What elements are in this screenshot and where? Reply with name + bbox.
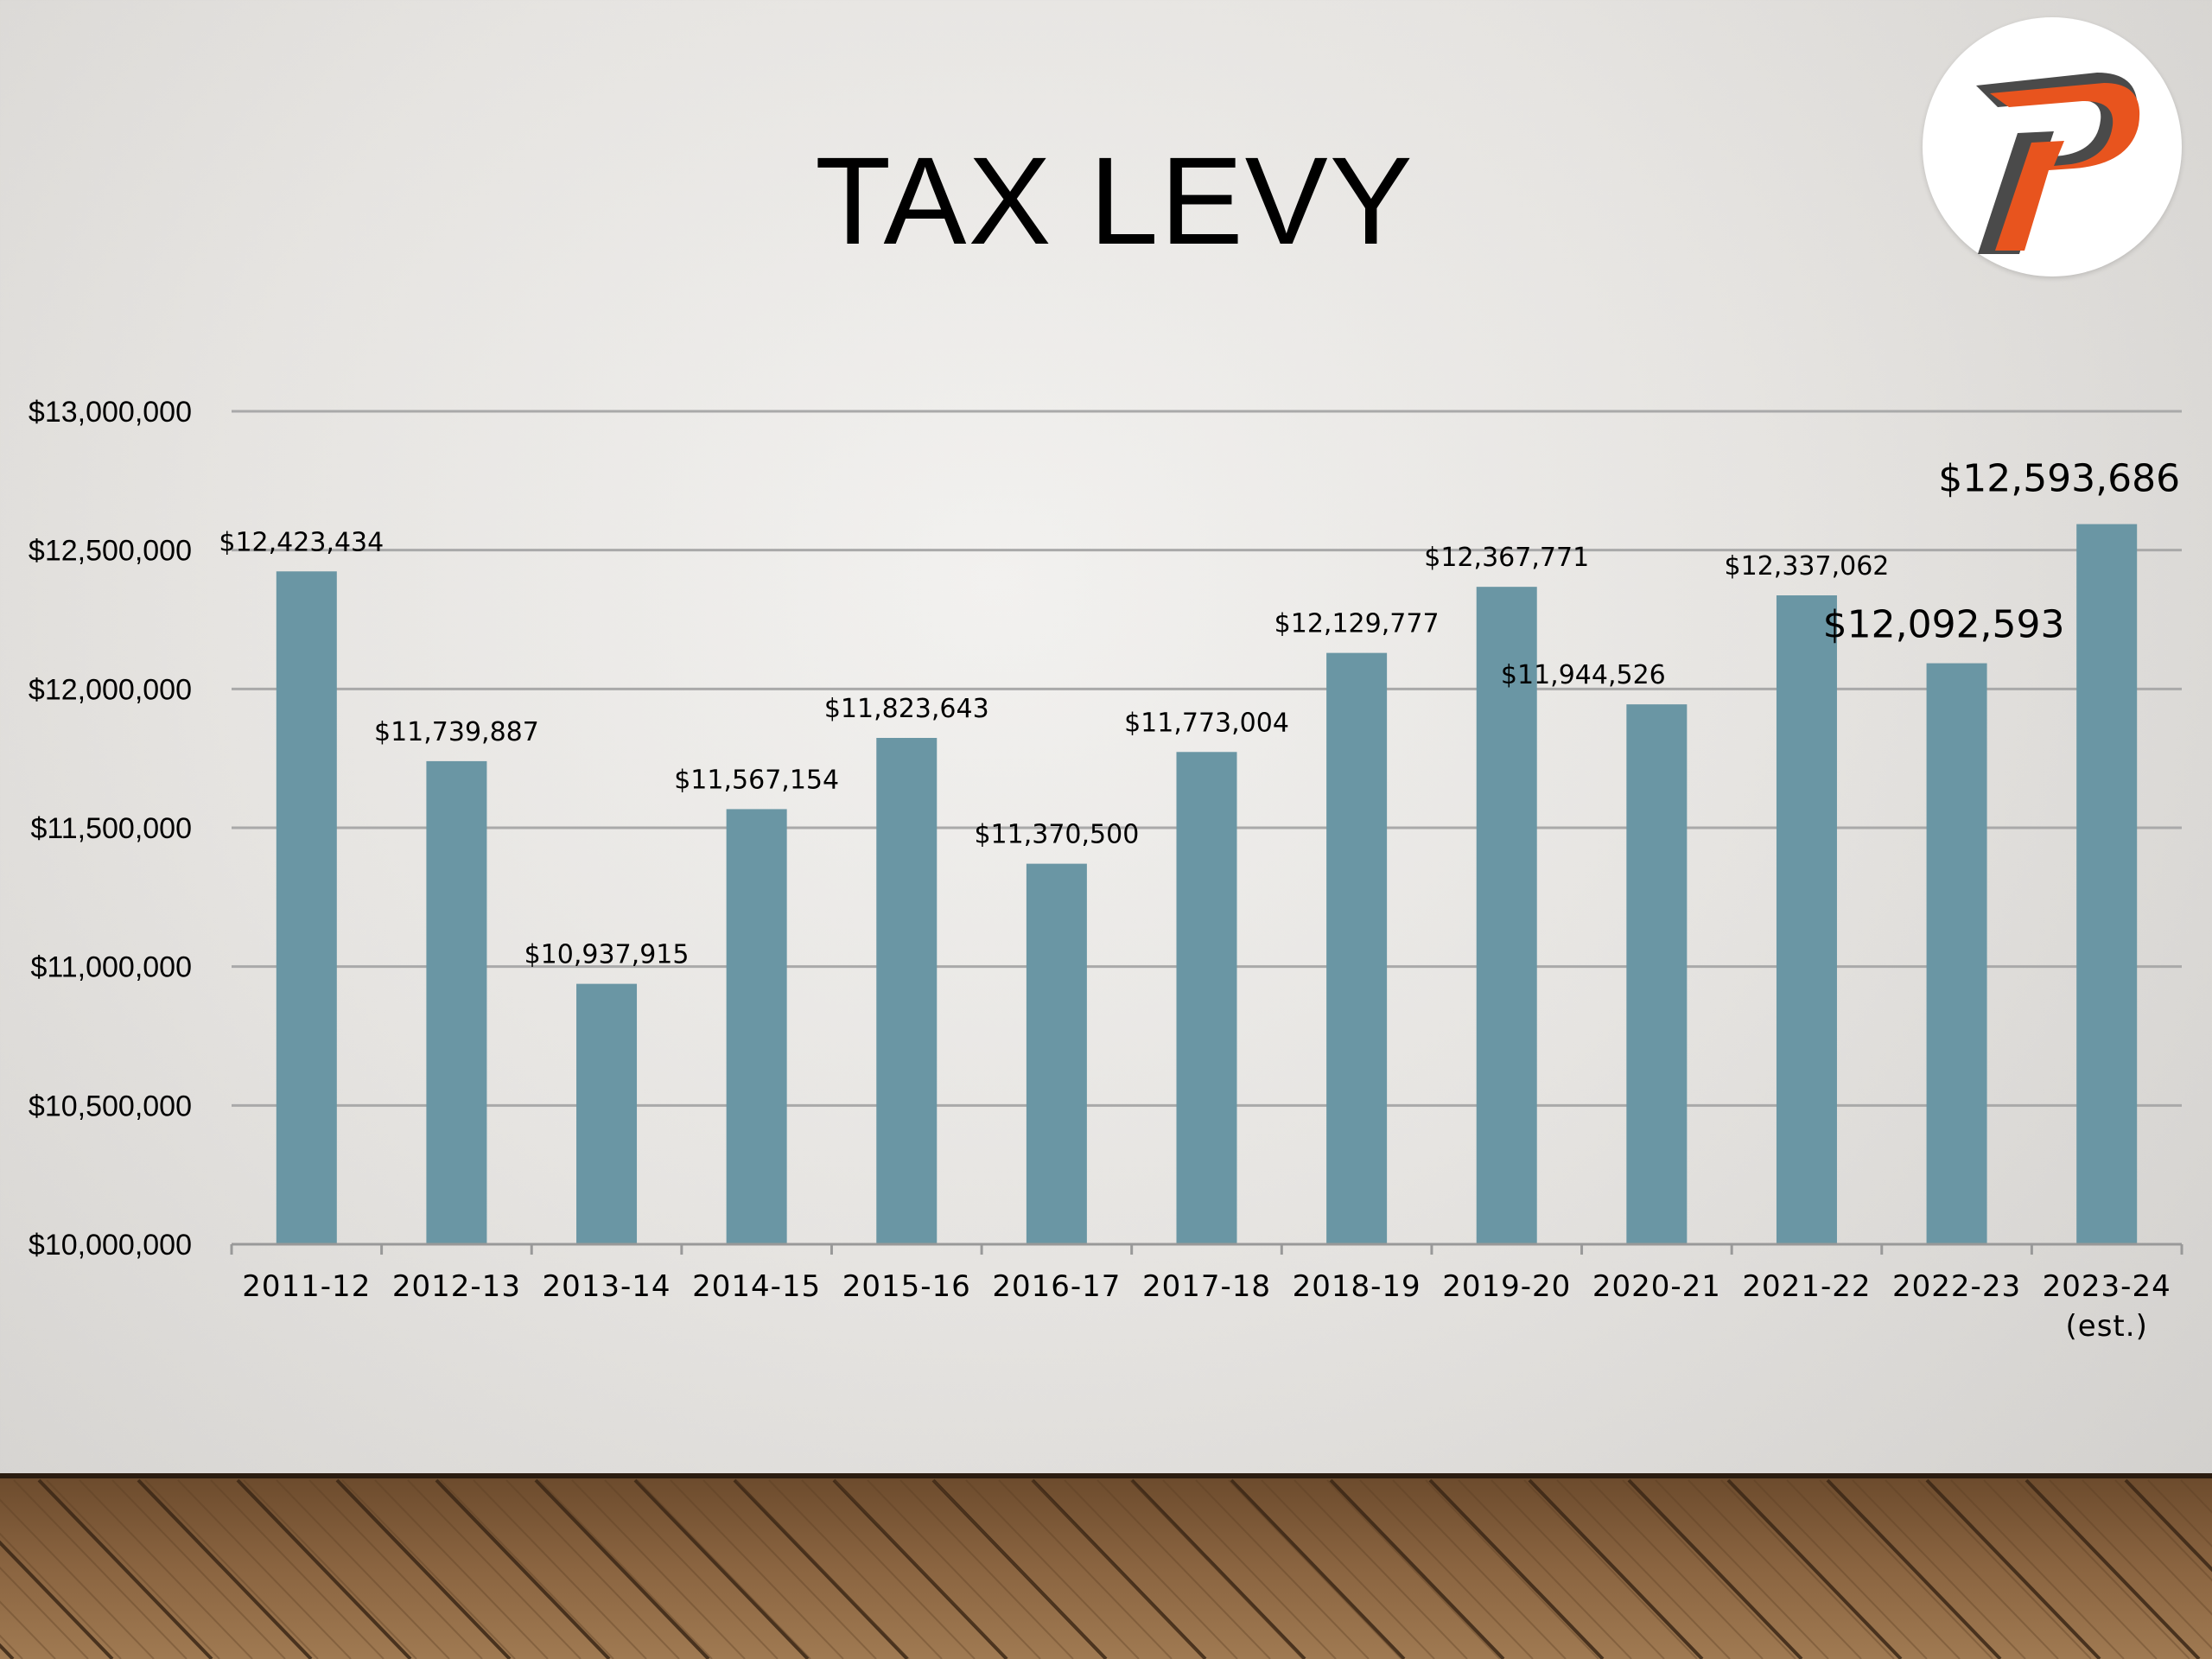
y-tick-label: $11,500,000	[30, 812, 192, 845]
x-tick-label: 2011-12	[242, 1269, 371, 1304]
slide-title: TAX LEVY	[815, 131, 1414, 270]
data-labels: $12,423,434 $11,739,887 $10,937,915 $11,567…	[219, 457, 2180, 970]
x-tick-label: 2023-24	[2043, 1269, 2171, 1304]
bar	[1176, 752, 1237, 1244]
bars	[276, 524, 2138, 1244]
data-label: $12,129,777	[1274, 609, 1440, 639]
y-tick-label: $11,000,000	[30, 951, 192, 984]
bar	[1626, 704, 1688, 1244]
y-tick-label: $13,000,000	[29, 396, 192, 429]
x-tick-label: 2016-17	[992, 1269, 1121, 1304]
data-label: $11,567,154	[674, 765, 839, 795]
x-tick-label: 2015-16	[842, 1269, 971, 1304]
bar	[426, 760, 487, 1244]
y-tick-label: $10,500,000	[29, 1090, 192, 1122]
x-tick-label: 2013-14	[543, 1269, 671, 1304]
bar	[1326, 652, 1388, 1244]
x-tick-label: 2018-19	[1293, 1269, 1421, 1304]
y-tick-label: $12,500,000	[29, 535, 192, 568]
bar	[1776, 595, 1837, 1244]
data-label: $10,937,915	[524, 940, 690, 970]
x-axis-category-labels: 2011-12 2012-13 2013-14 2014-15 2015-16 2016-…	[242, 1269, 2171, 1344]
p-logo-icon	[1976, 73, 2140, 254]
x-tick-note: (est.)	[2066, 1309, 2148, 1344]
bar	[576, 983, 638, 1244]
y-tick-label: $12,000,000	[29, 673, 192, 706]
bar	[726, 809, 787, 1244]
bar	[1026, 863, 1087, 1244]
x-tick-label: 2022-23	[1892, 1269, 2021, 1304]
data-label: $12,337,062	[1725, 551, 1890, 582]
data-label: $11,823,643	[824, 694, 989, 724]
data-label: $11,370,500	[974, 820, 1139, 850]
data-label: $12,593,686	[1938, 457, 2180, 501]
bar-chart: $10,000,000 $10,500,000 $11,000,000 $11,500…	[29, 396, 2183, 1344]
bar	[1476, 587, 1537, 1244]
data-label: $11,773,004	[1124, 708, 1289, 738]
x-tick-label: 2021-22	[1742, 1269, 1871, 1304]
x-axis	[230, 1243, 2183, 1255]
x-tick-label: 2019-20	[1442, 1269, 1571, 1304]
data-label: $12,367,771	[1424, 543, 1589, 573]
bar	[276, 571, 337, 1244]
bar	[876, 738, 938, 1244]
data-label: $11,739,887	[374, 717, 539, 747]
wood-floor-decoration	[0, 1473, 2212, 1659]
data-label: $11,944,526	[1501, 660, 1666, 690]
x-tick-label: 2017-18	[1142, 1269, 1271, 1304]
school-logo	[1923, 17, 2182, 276]
x-tick-label: 2012-13	[392, 1269, 521, 1304]
x-tick-label: 2020-21	[1592, 1269, 1721, 1304]
y-axis-tick-labels: $10,000,000 $10,500,000 $11,000,000 $11,500…	[29, 396, 192, 1262]
bar	[1926, 663, 1987, 1244]
y-tick-label: $10,000,000	[29, 1229, 192, 1262]
data-label: $12,423,434	[219, 527, 384, 557]
data-label: $12,092,593	[1823, 603, 2065, 647]
bar	[2076, 524, 2138, 1244]
x-tick-label: 2014-15	[692, 1269, 821, 1304]
